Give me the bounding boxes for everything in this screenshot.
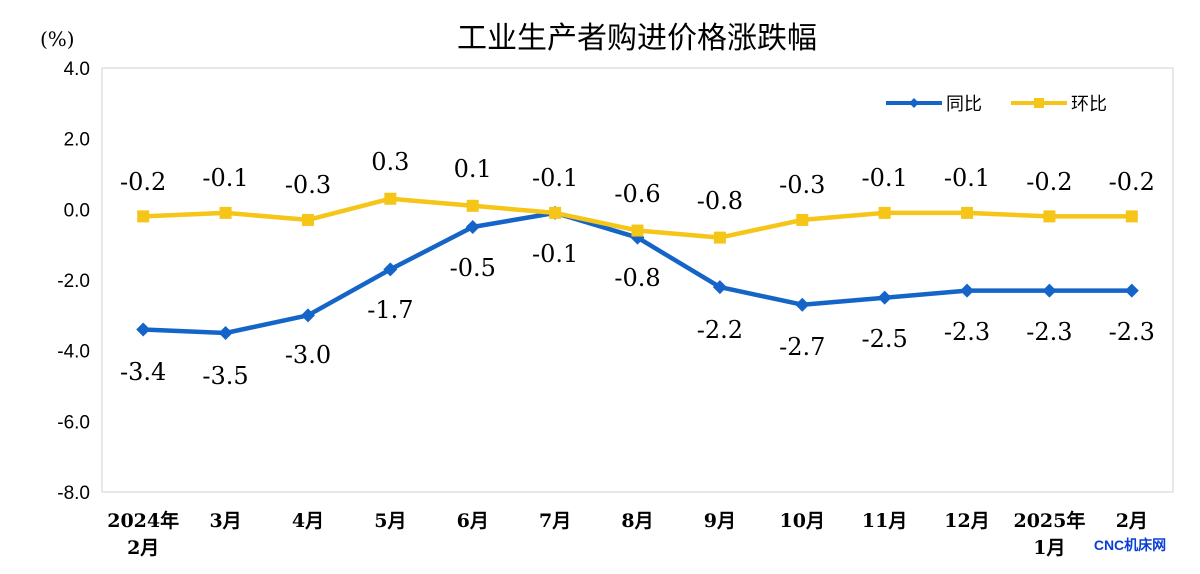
y-tick-label: 2.0: [64, 130, 90, 151]
legend-label: 环比: [1071, 94, 1107, 115]
y-tick-label: -4.0: [57, 342, 90, 363]
series-point-marker: [1042, 283, 1057, 298]
x-tick-label: 7月: [539, 510, 571, 532]
y-tick-label: -8.0: [57, 483, 90, 504]
y-tick-label: 0.0: [64, 200, 90, 221]
legend-swatch-marker: [1034, 98, 1044, 108]
plot-area: [101, 67, 1174, 493]
data-label: -3.4: [120, 358, 166, 386]
x-tick-label: 11月: [862, 510, 907, 532]
data-label: -3.0: [285, 341, 331, 369]
series-point-marker: [1043, 210, 1056, 223]
data-label: -0.3: [285, 171, 331, 199]
data-label: -0.5: [450, 254, 496, 282]
series-point-marker: [1124, 283, 1139, 298]
x-tick-label: 5月: [374, 510, 406, 532]
data-label: -0.2: [1109, 168, 1155, 196]
y-tick-label: -6.0: [57, 412, 90, 433]
series-point-marker: [878, 206, 891, 219]
x-tick-label: 2025年: [1013, 509, 1085, 532]
legend-label: 同比: [946, 94, 982, 115]
x-tick-label: 6月: [457, 510, 489, 532]
x-tick-label: 3月: [209, 510, 241, 532]
x-tick-label: 2024年: [107, 509, 179, 532]
series-layer: [136, 192, 1139, 340]
data-labels: -3.4 -3.5 -3.0 -1.7 -0.5 -0.1 -0.8 -2.2 -2.7 -2.5…: [120, 148, 1155, 390]
chart-title: 工业生产者购进价格涨跌幅: [457, 21, 817, 56]
data-label: -0.3: [779, 171, 825, 199]
series-point-marker: [712, 280, 727, 295]
series-point-marker: [795, 297, 810, 312]
data-label: -0.1: [944, 164, 990, 192]
series-point-marker: [136, 322, 151, 337]
series-point-marker: [300, 308, 315, 323]
series-point-marker: [1125, 210, 1138, 223]
series-point-marker: [961, 206, 974, 219]
series-point-marker: [549, 206, 562, 219]
series-point-marker: [796, 213, 809, 226]
data-label: -1.7: [367, 296, 413, 324]
data-label: -2.2: [697, 316, 743, 344]
y-axis-unit: (%): [40, 27, 75, 51]
x-tick-label: 1月: [1033, 537, 1065, 559]
series-point-marker: [465, 220, 480, 234]
x-tick-label: 12月: [944, 510, 989, 532]
x-tick-label: 2月: [127, 537, 159, 559]
series-point-marker: [877, 290, 892, 305]
legend: 同比 环比: [886, 94, 1107, 115]
series-point-marker: [383, 262, 398, 277]
data-label: 0.3: [371, 148, 409, 176]
data-label: -2.3: [1026, 318, 1072, 346]
y-tick-label: 4.0: [64, 59, 90, 80]
data-label: -0.8: [614, 264, 660, 292]
data-label: -0.2: [1026, 168, 1072, 196]
watermark: CNC机床网: [1094, 537, 1166, 553]
data-label: -0.1: [862, 164, 908, 192]
x-tick-label: 10月: [780, 510, 825, 532]
data-label: -0.6: [614, 180, 660, 208]
x-axis: 2024年 2月 3月 4月 5月 6月 7月 8月 9月 10月 11月 12月 2025年 1月 2月: [107, 509, 1148, 559]
x-tick-label: 9月: [704, 510, 736, 532]
data-label: 0.1: [454, 155, 492, 183]
data-label: -0.1: [532, 164, 578, 192]
data-label: -2.3: [1109, 318, 1155, 346]
x-tick-label: 4月: [292, 510, 324, 532]
series-point-marker: [218, 326, 233, 340]
data-label: -0.2: [120, 168, 166, 196]
y-tick-label: -2.0: [57, 271, 90, 292]
x-tick-label: 2月: [1116, 510, 1148, 532]
x-tick-label: 8月: [621, 510, 653, 532]
series-point-marker: [631, 224, 644, 237]
series-point-marker: [301, 213, 314, 226]
data-label: -0.1: [202, 164, 248, 192]
y-axis: 4.0 2.0 0.0 -2.0 -4.0 -6.0 -8.0: [57, 59, 90, 504]
series-point-marker: [137, 210, 150, 223]
data-label: -3.5: [202, 362, 248, 390]
series-point-marker: [960, 283, 975, 298]
data-label: -0.8: [697, 187, 743, 215]
data-label: -2.5: [862, 325, 908, 353]
series-point-marker: [384, 192, 397, 205]
series-point-marker: [466, 199, 479, 212]
data-label: -2.7: [779, 333, 825, 361]
data-label: -2.3: [944, 318, 990, 346]
legend-swatch-marker: [909, 98, 919, 108]
series-point-marker: [219, 206, 232, 219]
series-point-marker: [713, 231, 726, 244]
data-label: -0.1: [532, 240, 578, 268]
